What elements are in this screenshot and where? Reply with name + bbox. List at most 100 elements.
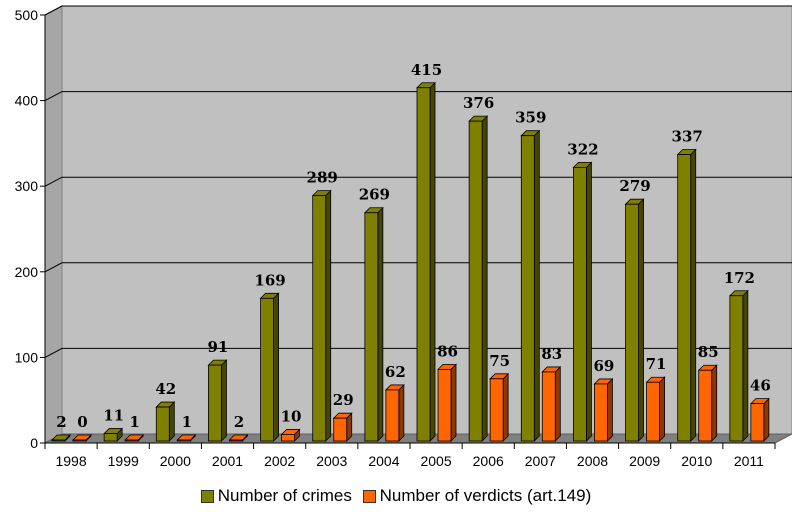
bar-front xyxy=(51,439,66,442)
data-label: 279 xyxy=(619,177,650,195)
data-label: 2 xyxy=(56,413,66,431)
bar-side xyxy=(398,383,405,442)
data-label: 376 xyxy=(463,94,494,112)
x-tick-label: 2011 xyxy=(734,453,764,469)
bar-side xyxy=(607,377,613,442)
bar xyxy=(489,372,510,442)
bar-front xyxy=(416,87,431,442)
bar xyxy=(749,397,770,442)
bar-side xyxy=(586,161,592,442)
bar-front xyxy=(437,368,452,442)
x-tick-label: 2008 xyxy=(577,453,608,469)
legend-swatch-crimes xyxy=(200,489,214,503)
bar-front xyxy=(155,406,170,442)
bar xyxy=(384,383,405,442)
data-label: 337 xyxy=(672,128,703,146)
bar-front xyxy=(541,371,556,442)
bar-side xyxy=(325,189,332,442)
bar-front xyxy=(385,389,400,442)
bar-front xyxy=(124,439,139,442)
bar xyxy=(363,206,384,442)
data-label: 62 xyxy=(385,363,406,381)
x-tick-label: 2010 xyxy=(681,453,712,469)
data-label: 11 xyxy=(103,407,124,425)
legend: Number of crimes Number of verdicts (art… xyxy=(0,486,792,508)
bar-front xyxy=(364,212,379,442)
gridlines xyxy=(44,5,792,358)
y-tick-label: 200 xyxy=(15,264,39,280)
x-tick-label: 2001 xyxy=(212,453,243,469)
bar xyxy=(572,161,593,442)
bar xyxy=(103,427,124,442)
bar-side xyxy=(168,401,175,442)
bar xyxy=(207,359,228,442)
bar-front xyxy=(103,433,118,442)
data-label: 42 xyxy=(155,380,176,398)
gridline xyxy=(44,347,792,358)
bar xyxy=(332,412,353,442)
data-label: 71 xyxy=(646,355,667,373)
bar-front xyxy=(72,439,87,442)
data-label: 1 xyxy=(129,413,139,431)
bar xyxy=(72,434,92,442)
x-tick-label: 2004 xyxy=(368,453,399,469)
legend-label-verdicts: Number of verdicts (art.149) xyxy=(379,486,592,505)
bar xyxy=(228,434,249,442)
y-tick-label: 100 xyxy=(15,349,39,365)
bar-front xyxy=(489,378,504,442)
bar-front xyxy=(677,154,692,442)
bar-front xyxy=(229,439,243,442)
data-label: 83 xyxy=(541,345,562,363)
bar-front xyxy=(468,120,483,442)
bar-side xyxy=(742,289,749,442)
y-tick-label: 400 xyxy=(15,93,39,109)
x-tick-label: 2006 xyxy=(473,453,504,469)
bar xyxy=(259,292,280,442)
x-tick-label: 2005 xyxy=(420,453,451,469)
bar-front xyxy=(176,439,191,442)
bar-front xyxy=(625,203,639,442)
bar xyxy=(468,115,489,442)
data-label: 75 xyxy=(489,352,510,370)
bar-front xyxy=(312,195,327,442)
bar xyxy=(676,148,697,442)
side-wall xyxy=(44,5,63,444)
gridline xyxy=(44,176,792,187)
bar-front xyxy=(333,417,348,442)
bar xyxy=(697,364,718,442)
y-tick-label: 300 xyxy=(15,178,39,194)
gridline xyxy=(44,5,792,16)
bar xyxy=(728,289,749,442)
data-label: 10 xyxy=(281,407,302,425)
data-label: 269 xyxy=(359,186,390,204)
x-tick-label: 2007 xyxy=(525,453,556,469)
bar xyxy=(416,81,436,442)
bar xyxy=(624,198,645,442)
bar xyxy=(311,189,332,442)
gridline xyxy=(44,91,792,102)
data-labels: 2 0 11 142191216910289292696241586376753598… xyxy=(56,61,771,431)
y-tick-label: 500 xyxy=(15,7,39,23)
data-label: 322 xyxy=(567,140,598,158)
data-label: 169 xyxy=(254,271,285,289)
x-tick-label: 2003 xyxy=(316,453,347,469)
bar-side xyxy=(533,129,540,442)
data-label: 46 xyxy=(750,377,771,395)
bar-side xyxy=(377,206,384,442)
bar xyxy=(124,434,145,442)
legend-item-crimes: Number of crimes xyxy=(200,486,352,506)
data-label: 29 xyxy=(333,391,354,409)
bar-side xyxy=(690,148,697,442)
data-label: 359 xyxy=(515,109,546,127)
y-tick-label: 0 xyxy=(30,435,38,451)
x-tick-label: 2009 xyxy=(629,453,660,469)
bar-side xyxy=(502,372,509,442)
bar-side xyxy=(273,292,279,442)
data-label: 415 xyxy=(411,61,442,79)
bar xyxy=(437,363,457,442)
bar-front xyxy=(698,369,713,442)
bar-front xyxy=(260,297,274,442)
data-label: 2 xyxy=(234,413,244,431)
legend-label-crimes: Number of crimes xyxy=(217,486,352,505)
